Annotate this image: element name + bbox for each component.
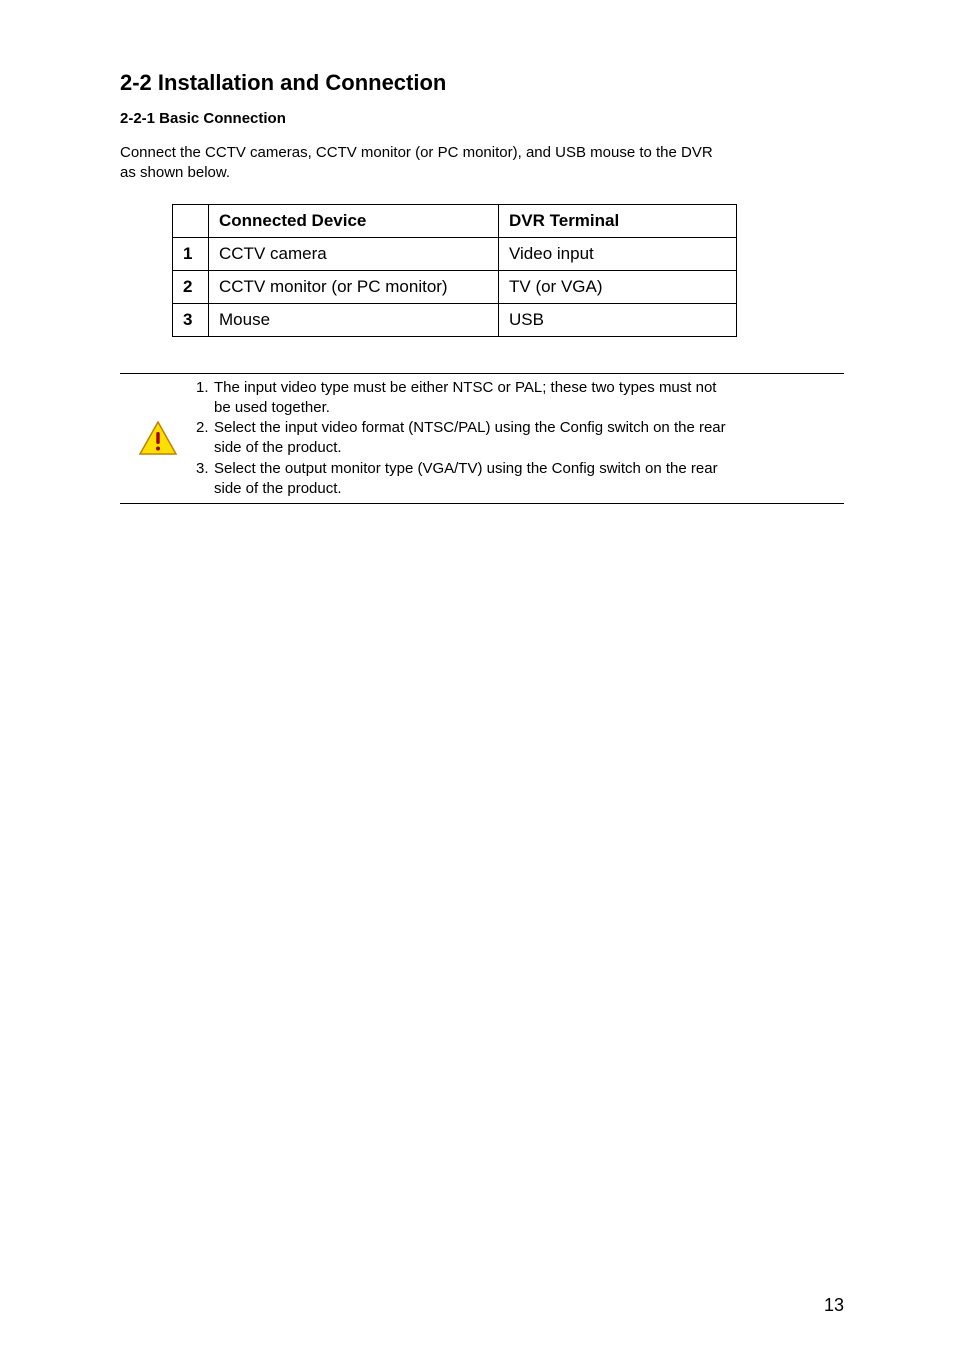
note-number: 2. bbox=[196, 418, 214, 438]
table-row: 3 Mouse USB bbox=[173, 303, 737, 336]
exclaim-bar bbox=[156, 432, 159, 444]
note-block: 1. The input video type must be either N… bbox=[120, 373, 844, 505]
table-row: 1 CCTV camera Video input bbox=[173, 237, 737, 270]
table-cell-device: Mouse bbox=[209, 303, 499, 336]
note-list: 1. The input video type must be either N… bbox=[196, 378, 844, 500]
exclaim-dot bbox=[156, 447, 160, 451]
table-header-row: Connected Device DVR Terminal bbox=[173, 204, 737, 237]
note-continuation: side of the product. bbox=[196, 438, 844, 458]
note-icon-cell bbox=[120, 420, 196, 456]
table-header-device: Connected Device bbox=[209, 204, 499, 237]
table-row: 2 CCTV monitor (or PC monitor) TV (or VG… bbox=[173, 270, 737, 303]
table-cell-terminal: USB bbox=[499, 303, 737, 336]
page-number: 13 bbox=[824, 1295, 844, 1316]
note-text: The input video type must be either NTSC… bbox=[214, 378, 844, 398]
table-cell-terminal: Video input bbox=[499, 237, 737, 270]
table-cell-num: 2 bbox=[173, 270, 209, 303]
table-cell-num: 1 bbox=[173, 237, 209, 270]
table-header-blank bbox=[173, 204, 209, 237]
intro-paragraph: Connect the CCTV cameras, CCTV monitor (… bbox=[120, 143, 844, 184]
note-item: 3. Select the output monitor type (VGA/T… bbox=[196, 459, 844, 479]
table-cell-device: CCTV camera bbox=[209, 237, 499, 270]
note-item: 1. The input video type must be either N… bbox=[196, 378, 844, 398]
table-cell-num: 3 bbox=[173, 303, 209, 336]
subsection-title: 2-2-1 Basic Connection bbox=[120, 110, 844, 127]
note-number: 1. bbox=[196, 378, 214, 398]
note-text: Select the output monitor type (VGA/TV) … bbox=[214, 459, 844, 479]
section-title: 2-2 Installation and Connection bbox=[120, 70, 844, 96]
connection-table: Connected Device DVR Terminal 1 CCTV cam… bbox=[172, 204, 737, 337]
warning-icon bbox=[138, 420, 178, 456]
note-number: 3. bbox=[196, 459, 214, 479]
table-cell-terminal: TV (or VGA) bbox=[499, 270, 737, 303]
table-header-terminal: DVR Terminal bbox=[499, 204, 737, 237]
note-continuation: be used together. bbox=[196, 398, 844, 418]
intro-line2: as shown below. bbox=[120, 164, 230, 181]
table-cell-device: CCTV monitor (or PC monitor) bbox=[209, 270, 499, 303]
note-text: Select the input video format (NTSC/PAL)… bbox=[214, 418, 844, 438]
intro-line1: Connect the CCTV cameras, CCTV monitor (… bbox=[120, 144, 713, 161]
note-continuation: side of the product. bbox=[196, 479, 844, 499]
note-item: 2. Select the input video format (NTSC/P… bbox=[196, 418, 844, 438]
